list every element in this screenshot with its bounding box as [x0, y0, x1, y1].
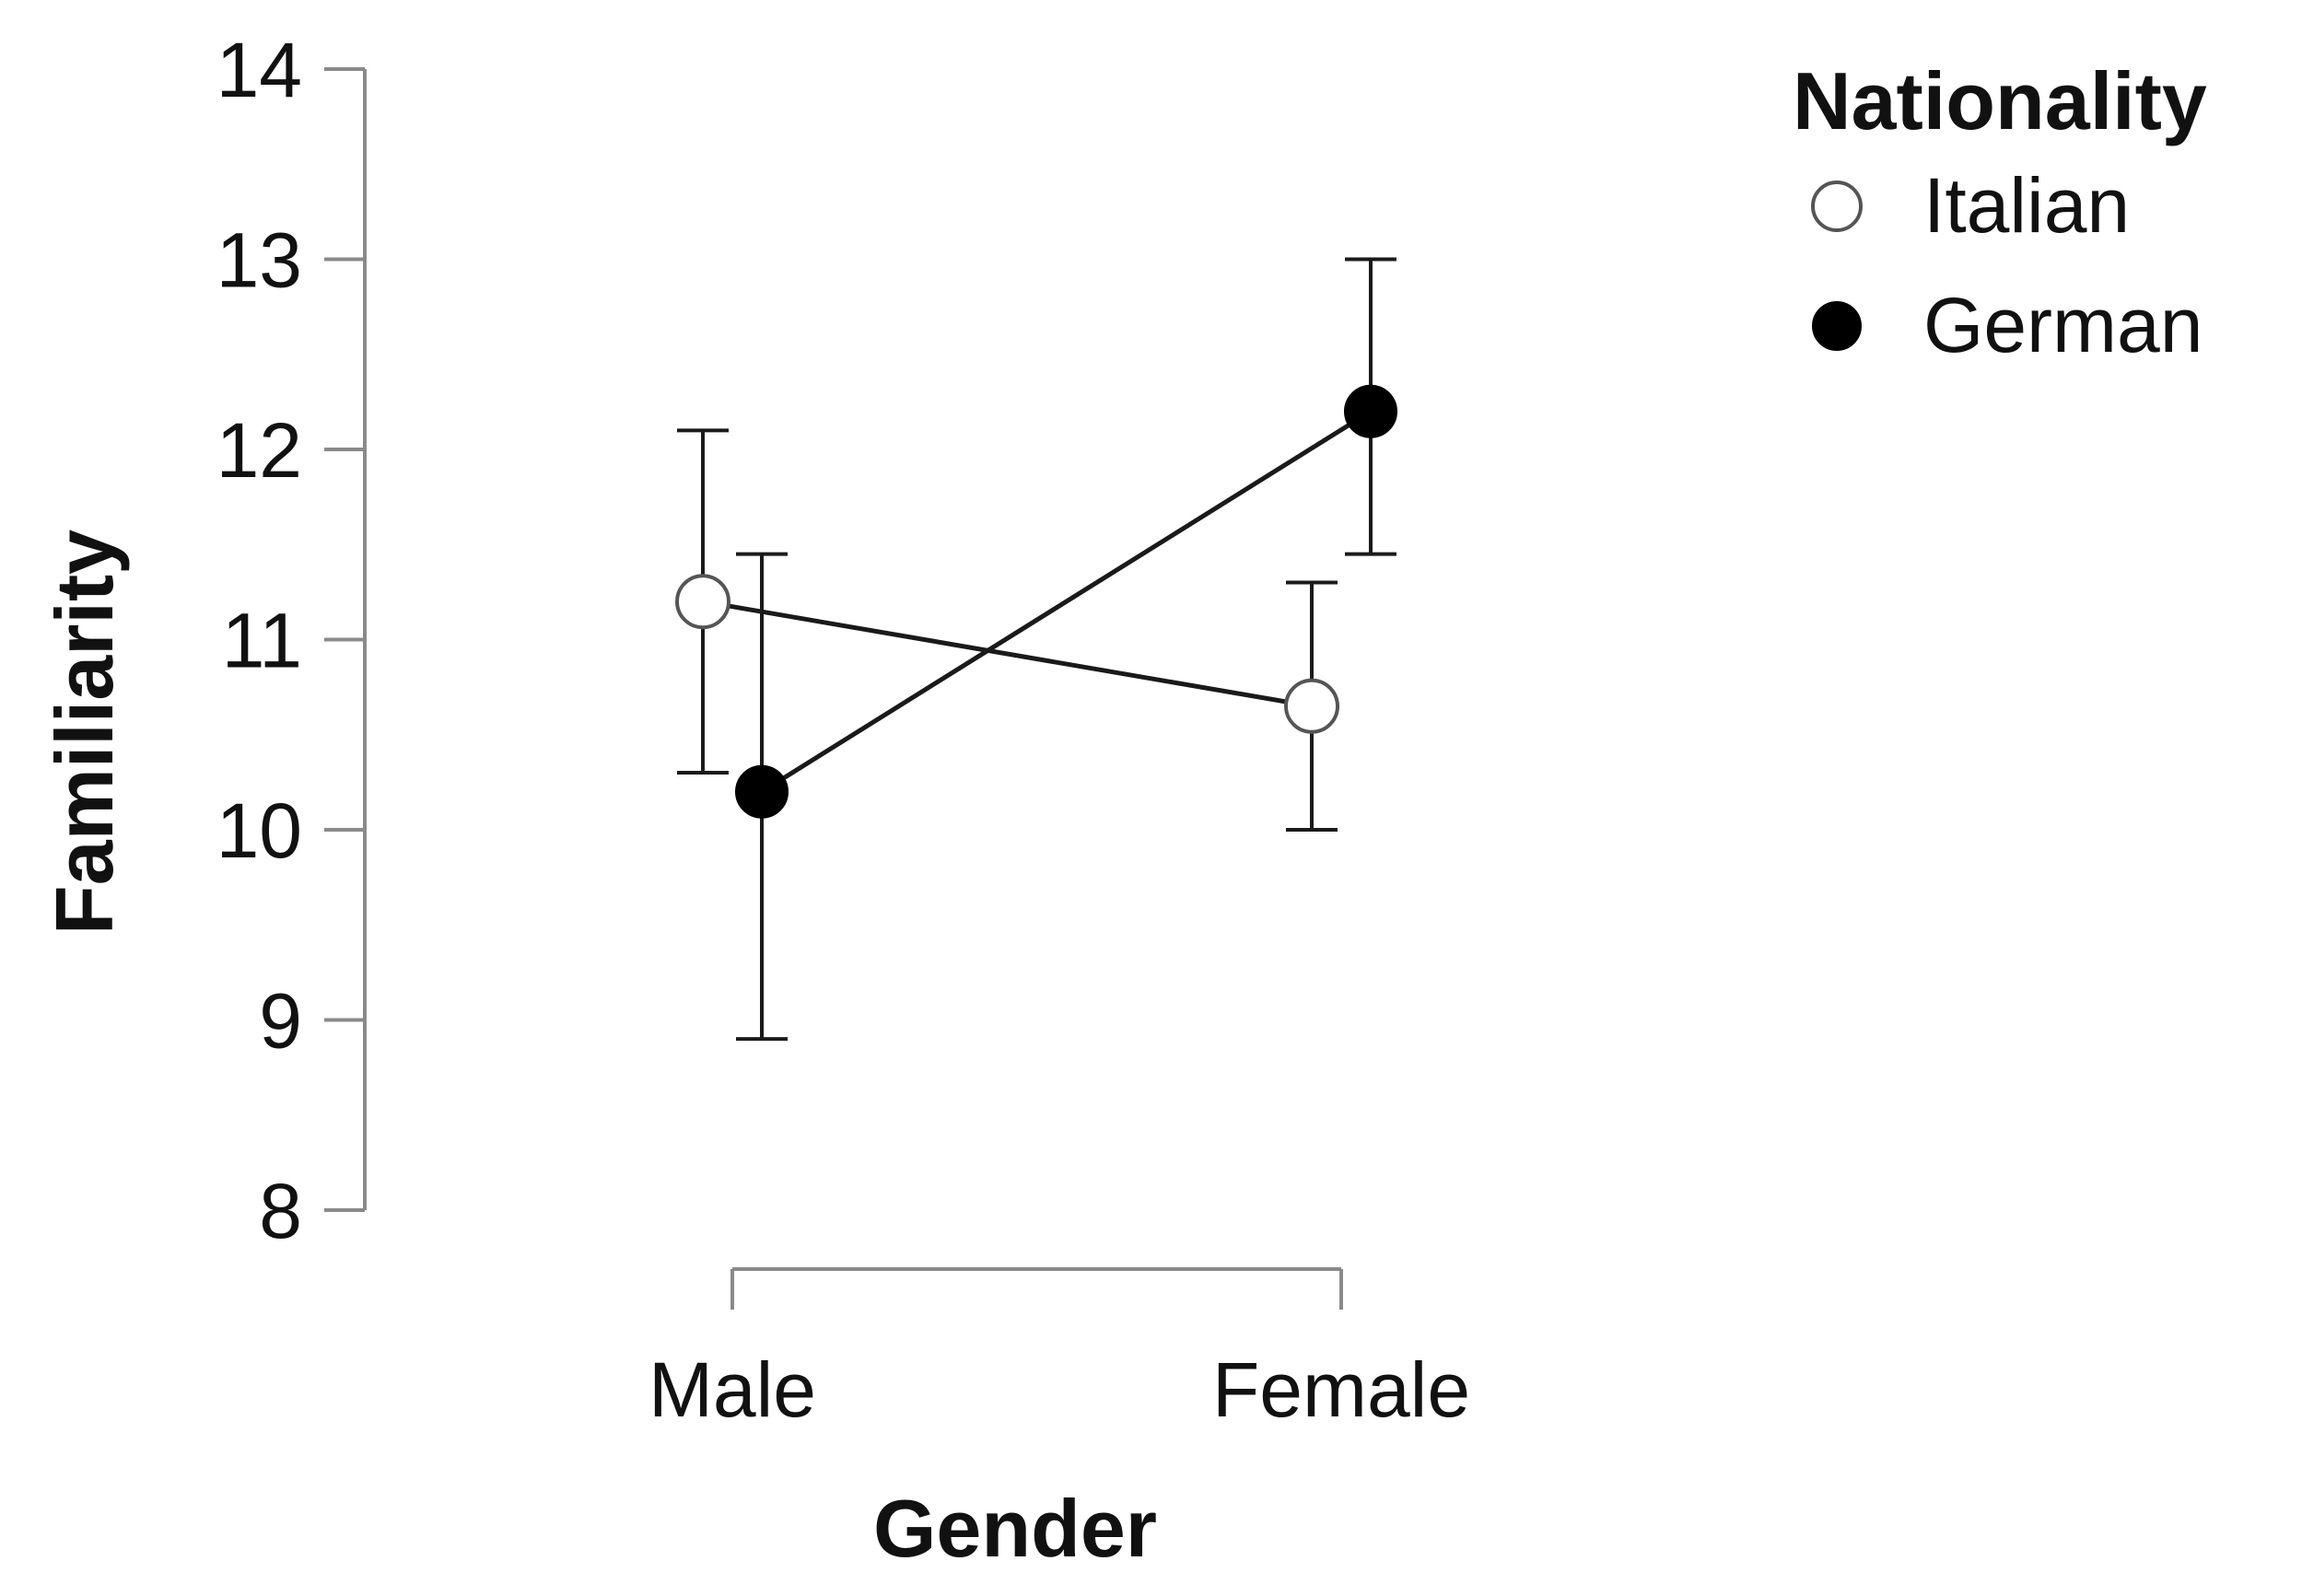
- x-tick-label: Female: [1212, 1346, 1470, 1433]
- series-lines: [702, 409, 1373, 794]
- y-tick-label: 9: [259, 978, 302, 1065]
- plot-area: [675, 257, 1397, 1042]
- data-point-italian: [675, 574, 730, 630]
- x-axis-title: Gender: [873, 1483, 1157, 1574]
- data-point-german: [1344, 384, 1397, 438]
- y-tick-label: 13: [216, 217, 302, 304]
- y-tick-label: 10: [216, 787, 302, 874]
- y-tick-label: 14: [216, 27, 302, 113]
- y-tick-label: 11: [222, 598, 302, 684]
- y-tick-label: 8: [259, 1168, 302, 1254]
- data-point-italian: [1284, 678, 1339, 734]
- legend: Nationality Italian German: [1793, 55, 2207, 368]
- legend-marker-german: [1812, 301, 1862, 351]
- data-points: [675, 384, 1397, 819]
- y-axis: 8 9 10 11 12 13 14: [216, 27, 367, 1254]
- legend-item-german: German: [1812, 282, 2203, 368]
- x-axis: Male Female: [649, 1267, 1470, 1433]
- series-line-italian: [702, 599, 1313, 709]
- legend-label-italian: Italian: [1923, 162, 2130, 249]
- series-line-german: [760, 409, 1373, 794]
- y-axis-title: Familiarity: [39, 530, 130, 935]
- y-tick-label: 12: [216, 407, 302, 494]
- legend-marker-italian: [1811, 181, 1863, 232]
- legend-title: Nationality: [1793, 55, 2207, 146]
- error-bars: [677, 257, 1396, 1042]
- data-point-german: [735, 764, 789, 819]
- legend-item-italian: Italian: [1811, 162, 2130, 249]
- legend-label-german: German: [1923, 282, 2203, 368]
- x-tick-label: Male: [649, 1346, 816, 1433]
